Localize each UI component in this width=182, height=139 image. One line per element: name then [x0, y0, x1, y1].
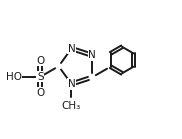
Text: N: N [68, 79, 75, 89]
Text: O: O [36, 56, 45, 66]
Text: N: N [88, 50, 96, 60]
Text: HO: HO [6, 72, 22, 82]
Text: N: N [68, 44, 75, 54]
Text: S: S [37, 72, 44, 82]
Text: CH₃: CH₃ [62, 101, 81, 111]
Text: O: O [36, 88, 45, 98]
